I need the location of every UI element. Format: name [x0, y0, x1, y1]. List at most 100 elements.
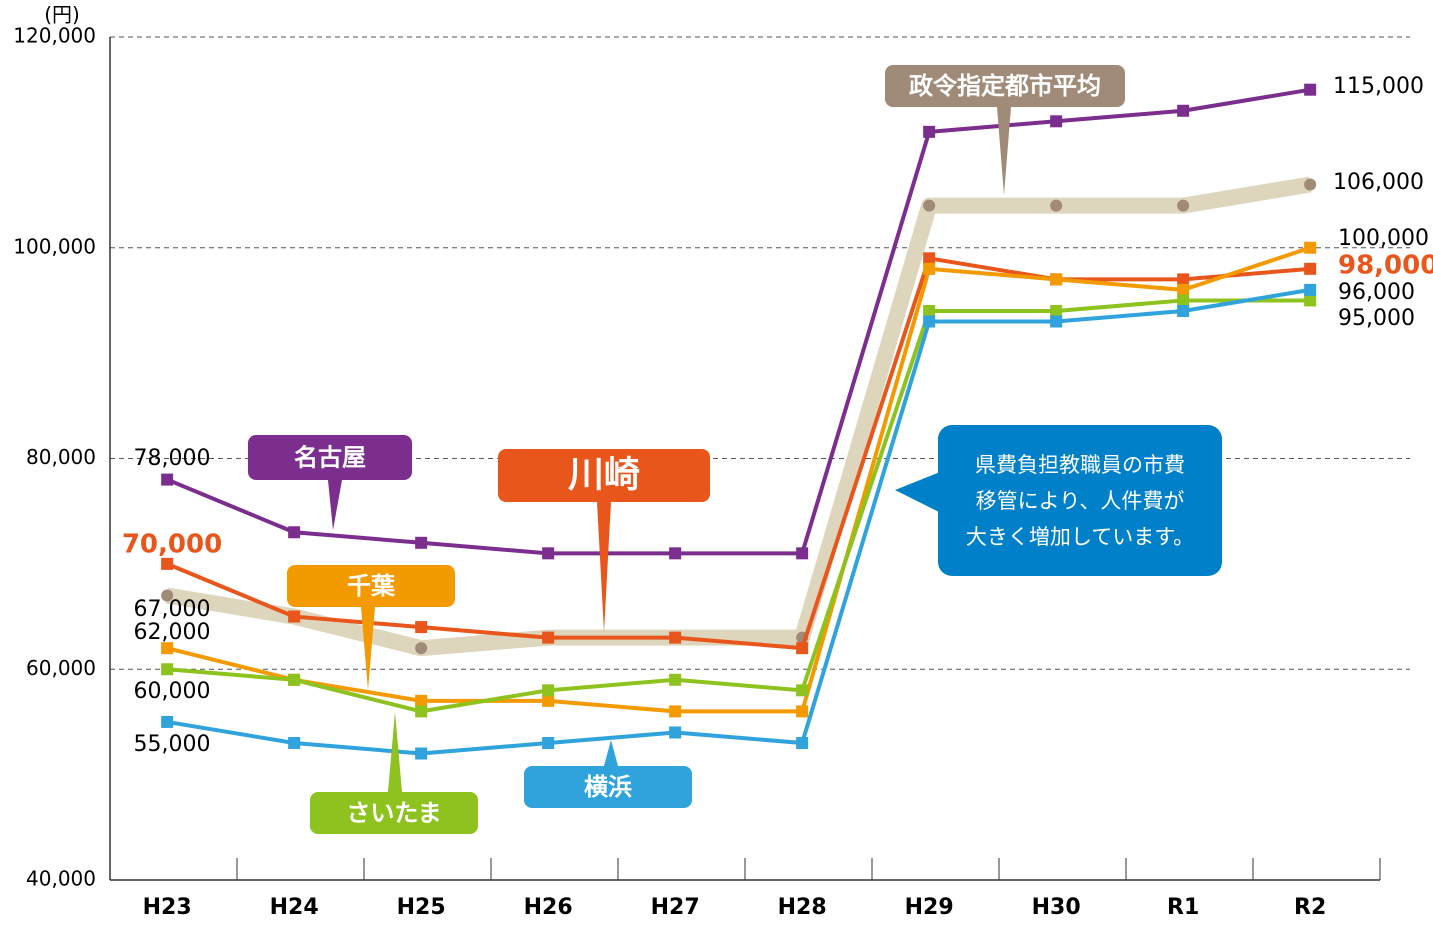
callout-pointer — [597, 502, 611, 632]
callout-pointer — [328, 480, 342, 530]
annotation-text: 移管により、人件費が — [976, 489, 1185, 513]
point — [288, 526, 301, 539]
point — [1304, 283, 1317, 296]
data-label: 96,000 — [1338, 280, 1415, 305]
series-line — [166, 298, 1311, 714]
point — [796, 705, 809, 718]
data-label: 55,000 — [134, 732, 211, 757]
legend-label: 名古屋 — [294, 444, 366, 472]
callout-pointer — [361, 607, 375, 690]
callout-pointer — [997, 107, 1011, 195]
legend-label: さいたま — [346, 799, 441, 827]
point — [796, 642, 809, 655]
x-tick-label: H26 — [524, 895, 573, 920]
point — [1304, 178, 1317, 191]
point — [161, 715, 174, 728]
series-line — [166, 256, 1311, 651]
legend-label: 千葉 — [347, 572, 396, 600]
y-tick-label: 60,000 — [26, 656, 96, 680]
point — [415, 694, 428, 707]
callout-box — [498, 449, 710, 502]
y-tick-label: 120,000 — [13, 24, 96, 48]
point — [923, 315, 936, 328]
point — [415, 642, 428, 655]
annotation-text: 大きく増加しています。 — [966, 525, 1194, 549]
point — [669, 705, 682, 718]
callout-pointer — [604, 740, 618, 766]
point — [669, 547, 682, 560]
data-label: 62,000 — [134, 620, 211, 645]
point — [415, 705, 428, 718]
point — [1050, 304, 1063, 317]
x-tick-label: H30 — [1032, 895, 1081, 920]
point — [1177, 304, 1190, 317]
callout-box — [524, 766, 692, 808]
point — [161, 473, 174, 486]
point — [1304, 294, 1317, 307]
callout-box — [287, 565, 455, 607]
point — [288, 737, 301, 750]
point — [1177, 283, 1190, 296]
data-label: 98,000 — [1338, 251, 1433, 281]
annotation-box — [938, 425, 1222, 576]
point — [161, 663, 174, 676]
data-label: 78,000 — [134, 446, 211, 471]
x-tick-label: H28 — [778, 895, 827, 920]
legend-label: 川崎 — [568, 455, 640, 496]
x-tick-label: H24 — [270, 895, 319, 920]
callout-box — [885, 65, 1125, 107]
point — [1304, 262, 1317, 275]
callout-box — [310, 792, 478, 834]
x-tick-label: R2 — [1294, 895, 1326, 920]
point — [542, 547, 555, 560]
series-line — [166, 245, 1311, 714]
callout-box — [248, 435, 412, 480]
point — [542, 694, 555, 707]
point — [796, 737, 809, 750]
x-tick-label: H29 — [905, 895, 954, 920]
point — [796, 684, 809, 697]
point — [288, 610, 301, 623]
point — [1177, 294, 1190, 307]
point — [923, 125, 936, 138]
point — [1050, 199, 1063, 212]
point — [923, 304, 936, 317]
point — [542, 684, 555, 697]
data-label: 100,000 — [1338, 226, 1429, 251]
point — [923, 252, 936, 265]
point — [161, 557, 174, 570]
data-label: 95,000 — [1338, 306, 1415, 331]
y-tick-label: 40,000 — [26, 867, 96, 891]
x-tick-label: H23 — [143, 895, 192, 920]
point — [415, 747, 428, 760]
legend-label: 政令指定都市平均 — [909, 72, 1101, 100]
point — [1050, 315, 1063, 328]
data-label: 67,000 — [134, 597, 211, 622]
point — [923, 199, 936, 212]
point — [161, 642, 174, 655]
point — [1050, 115, 1063, 128]
series-line — [165, 176, 1312, 657]
annotation-text: 県費負担教職員の市費 — [975, 453, 1185, 477]
point — [161, 589, 174, 602]
point — [1177, 273, 1190, 286]
series-line — [166, 287, 1311, 756]
point — [415, 536, 428, 549]
point — [796, 547, 809, 560]
point — [669, 673, 682, 686]
x-tick-label: H27 — [651, 895, 700, 920]
x-tick-label: R1 — [1167, 895, 1199, 920]
point — [1177, 104, 1190, 117]
point — [542, 631, 555, 644]
point — [288, 673, 301, 686]
point — [415, 621, 428, 634]
x-tick-label: H25 — [397, 895, 446, 920]
point — [669, 726, 682, 739]
data-label: 60,000 — [134, 679, 211, 704]
data-label: 106,000 — [1333, 170, 1424, 195]
point — [542, 737, 555, 750]
point — [923, 262, 936, 275]
y-tick-label: 100,000 — [13, 234, 96, 258]
data-label: 115,000 — [1333, 74, 1424, 99]
